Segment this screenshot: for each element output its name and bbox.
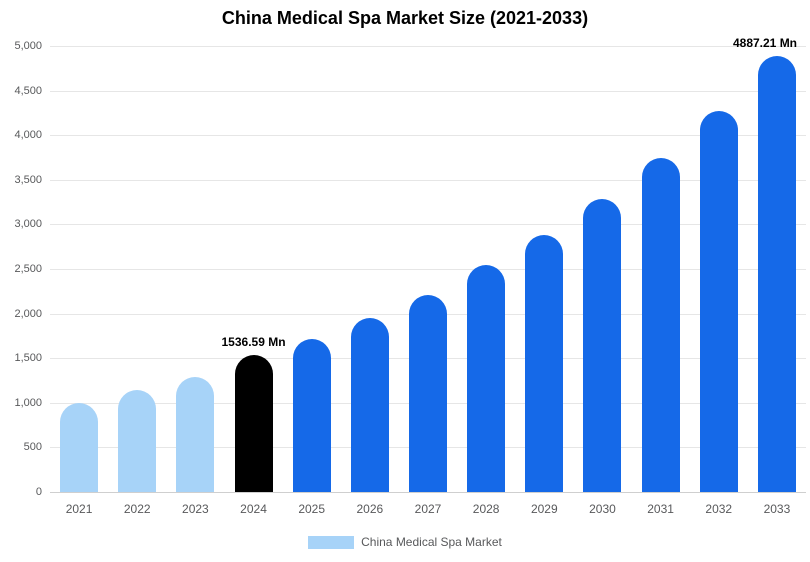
bar-2022 bbox=[118, 390, 157, 492]
x-axis-tick-2028: 2028 bbox=[472, 502, 500, 516]
x-axis-tick-2033: 2033 bbox=[763, 502, 791, 516]
bar-2025 bbox=[292, 339, 331, 492]
x-axis-tick-2030: 2030 bbox=[589, 502, 616, 516]
y-axis-tick-500: 500 bbox=[23, 441, 42, 454]
y-axis-tick-2000: 2,000 bbox=[14, 307, 42, 320]
y-axis-tick-2500: 2,500 bbox=[14, 263, 42, 275]
y-axis-tick-3500: 3,500 bbox=[14, 173, 42, 186]
gridline-5000 bbox=[50, 46, 806, 47]
bar-2024 bbox=[234, 354, 273, 492]
gridline-3500 bbox=[50, 179, 806, 181]
value-label-2033: 4887.21 Mn bbox=[732, 36, 798, 51]
y-axis-tick-4500: 4,500 bbox=[14, 84, 42, 97]
y-axis-tick-1000: 1,000 bbox=[14, 396, 42, 409]
gridline-2500 bbox=[50, 269, 806, 270]
x-axis-tick-2031: 2031 bbox=[647, 502, 674, 516]
value-label-2024: 1536.59 Mn bbox=[221, 334, 286, 349]
gridline-4500 bbox=[50, 90, 806, 92]
bar-2023 bbox=[176, 376, 215, 492]
bar-2029 bbox=[525, 235, 564, 492]
y-axis-tick-4000: 4,000 bbox=[14, 129, 42, 142]
gridline-3000 bbox=[50, 224, 806, 226]
bar-2021 bbox=[60, 402, 99, 492]
x-axis-tick-2022: 2022 bbox=[123, 502, 151, 516]
gridline-0 bbox=[50, 492, 806, 493]
legend-swatch bbox=[308, 535, 355, 549]
bar-2030 bbox=[583, 198, 622, 492]
x-axis-tick-2023: 2023 bbox=[182, 502, 209, 516]
bar-2026 bbox=[350, 318, 389, 492]
y-axis-tick-1500: 1,500 bbox=[14, 352, 42, 365]
legend: China Medical Spa Market bbox=[0, 535, 810, 549]
bar-2032 bbox=[699, 111, 738, 492]
x-axis-tick-2025: 2025 bbox=[298, 502, 326, 516]
bar-2027 bbox=[409, 294, 447, 492]
x-axis-tick-2026: 2026 bbox=[356, 502, 384, 516]
x-axis-tick-2029: 2029 bbox=[530, 502, 558, 516]
y-axis-tick-5000: 5,000 bbox=[14, 40, 42, 52]
bar-2028 bbox=[467, 265, 506, 492]
y-axis-tick-3000: 3,000 bbox=[14, 218, 42, 231]
x-axis-tick-2027: 2027 bbox=[414, 502, 442, 516]
bar-2031 bbox=[641, 157, 680, 492]
legend-label: China Medical Spa Market bbox=[361, 535, 502, 549]
gridline-4000 bbox=[50, 135, 806, 137]
x-axis-tick-2024: 2024 bbox=[240, 502, 267, 516]
bar-2033 bbox=[757, 56, 796, 492]
y-axis-tick-0: 0 bbox=[35, 486, 42, 498]
x-axis-tick-2032: 2032 bbox=[705, 502, 733, 516]
chart-title: China Medical Spa Market Size (2021-2033… bbox=[221, 8, 589, 28]
x-axis-tick-2021: 2021 bbox=[65, 502, 93, 516]
